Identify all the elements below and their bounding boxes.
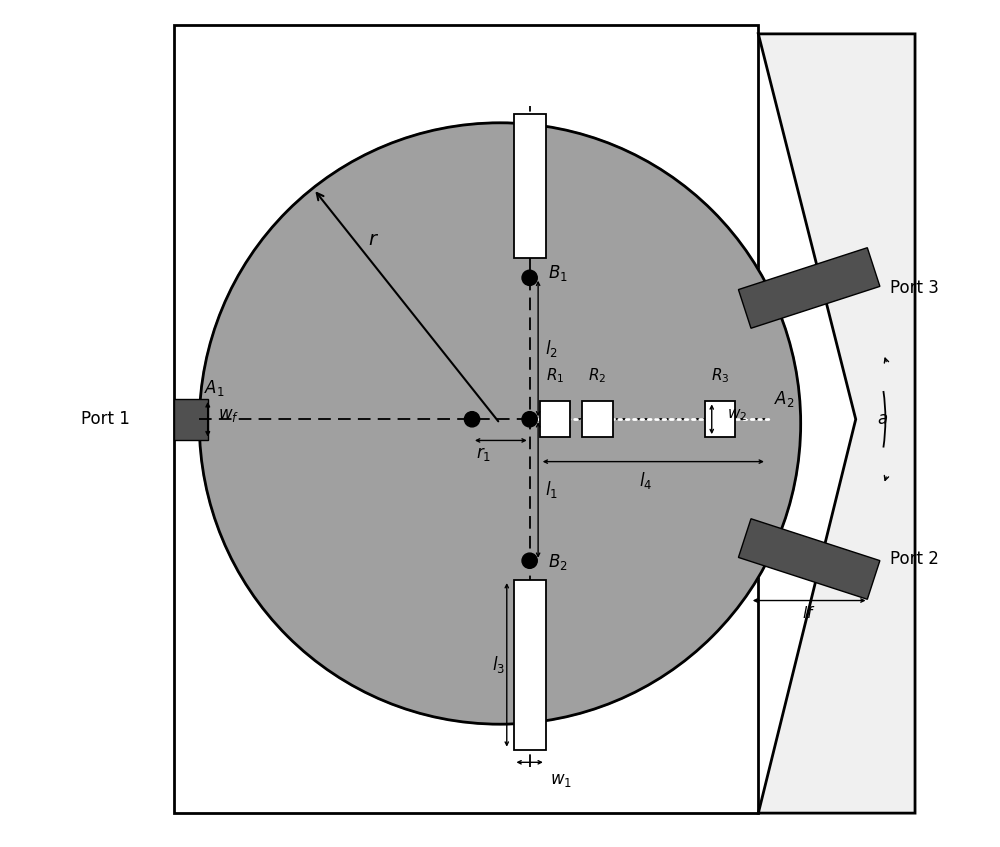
Text: $l_3$: $l_3$ [492, 655, 505, 675]
Bar [582, 401, 613, 437]
Text: $R_3$: $R_3$ [711, 366, 729, 385]
Circle shape [522, 412, 537, 427]
Text: $l_4$: $l_4$ [639, 470, 653, 491]
Text: Port 3: Port 3 [890, 279, 938, 297]
Text: $A_1$: $A_1$ [204, 378, 224, 398]
Circle shape [522, 270, 537, 285]
Text: $B_1$: $B_1$ [548, 263, 568, 283]
Text: Port 2: Port 2 [890, 550, 938, 568]
Text: $R_2$: $R_2$ [588, 366, 607, 385]
Text: $w_2$: $w_2$ [727, 407, 747, 423]
Text: $lf$: $lf$ [802, 605, 816, 621]
Text: $l_1$: $l_1$ [545, 479, 558, 501]
Bar [174, 25, 758, 813]
Bar [540, 401, 570, 437]
Text: $R_1$: $R_1$ [546, 366, 564, 385]
Text: $r_1$: $r_1$ [476, 445, 491, 462]
Polygon shape [738, 247, 880, 329]
Polygon shape [758, 34, 915, 813]
Text: $w_f$: $w_f$ [218, 406, 239, 424]
Text: $a$: $a$ [877, 410, 888, 429]
Bar [514, 580, 546, 750]
Text: Port 1: Port 1 [81, 410, 130, 429]
Bar [174, 399, 208, 440]
Circle shape [522, 553, 537, 568]
Circle shape [199, 123, 801, 724]
Circle shape [464, 412, 480, 427]
Text: $r$: $r$ [368, 230, 379, 249]
Bar [705, 401, 735, 437]
Text: $A_2$: $A_2$ [774, 389, 795, 409]
Text: $B_2$: $B_2$ [548, 551, 568, 572]
Text: $l_2$: $l_2$ [545, 338, 558, 359]
Text: $w_1$: $w_1$ [550, 771, 572, 789]
Polygon shape [738, 518, 880, 600]
Bar [514, 114, 546, 258]
